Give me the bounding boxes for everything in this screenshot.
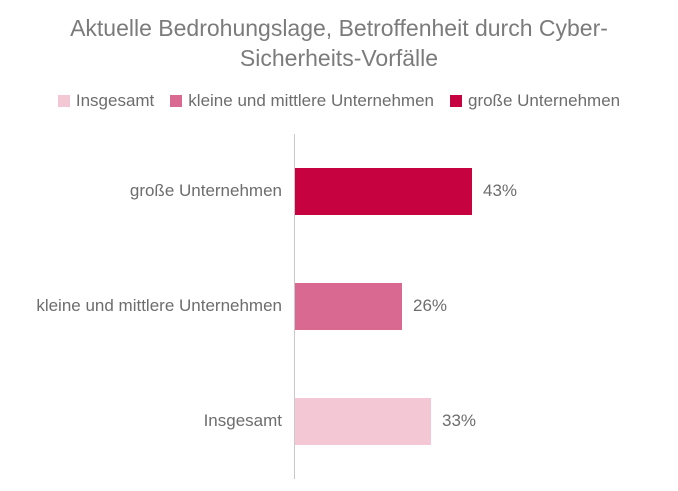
bar-row: kleine und mittlere Unternehmen 26% [0, 248, 678, 364]
bar [295, 167, 472, 215]
value-label: 26% [413, 296, 448, 316]
bar-row: Insgesamt 33% [0, 363, 678, 479]
value-label: 33% [442, 411, 477, 431]
legend-label-kmu: kleine und mittlere Unternehmen [188, 90, 434, 110]
category-label: große Unternehmen [129, 181, 282, 201]
legend-swatch-insgesamt [57, 94, 70, 107]
bar-chart: große Unternehmen 43% kleine und mittlere … [0, 133, 678, 479]
bar-area: 43% [294, 133, 678, 249]
legend-label-insgesamt: Insgesamt [75, 90, 155, 110]
bar-row: große Unternehmen 43% [0, 133, 678, 249]
legend-swatch-kmu [170, 94, 183, 107]
legend-swatch-grosse-unternehmen [449, 94, 462, 107]
bar [295, 282, 402, 330]
legend: Insgesamt kleine und mittlere Unternehme… [0, 91, 678, 111]
legend-item-kmu: kleine und mittlere Unternehmen [170, 91, 434, 111]
category-label: Insgesamt [203, 411, 282, 431]
value-label: 43% [483, 181, 518, 201]
bar [295, 397, 431, 445]
bar-area: 33% [294, 363, 678, 479]
legend-label-grosse-unternehmen: große Unternehmen [467, 90, 621, 110]
category-label: kleine und mittlere Unternehmen [36, 296, 282, 316]
bar-area: 26% [294, 248, 678, 364]
legend-item-grosse-unternehmen: große Unternehmen [449, 90, 621, 111]
legend-item-insgesamt: Insgesamt [57, 90, 155, 111]
chart-title: Aktuelle Bedrohungslage, Betroffenheit d… [70, 15, 608, 72]
